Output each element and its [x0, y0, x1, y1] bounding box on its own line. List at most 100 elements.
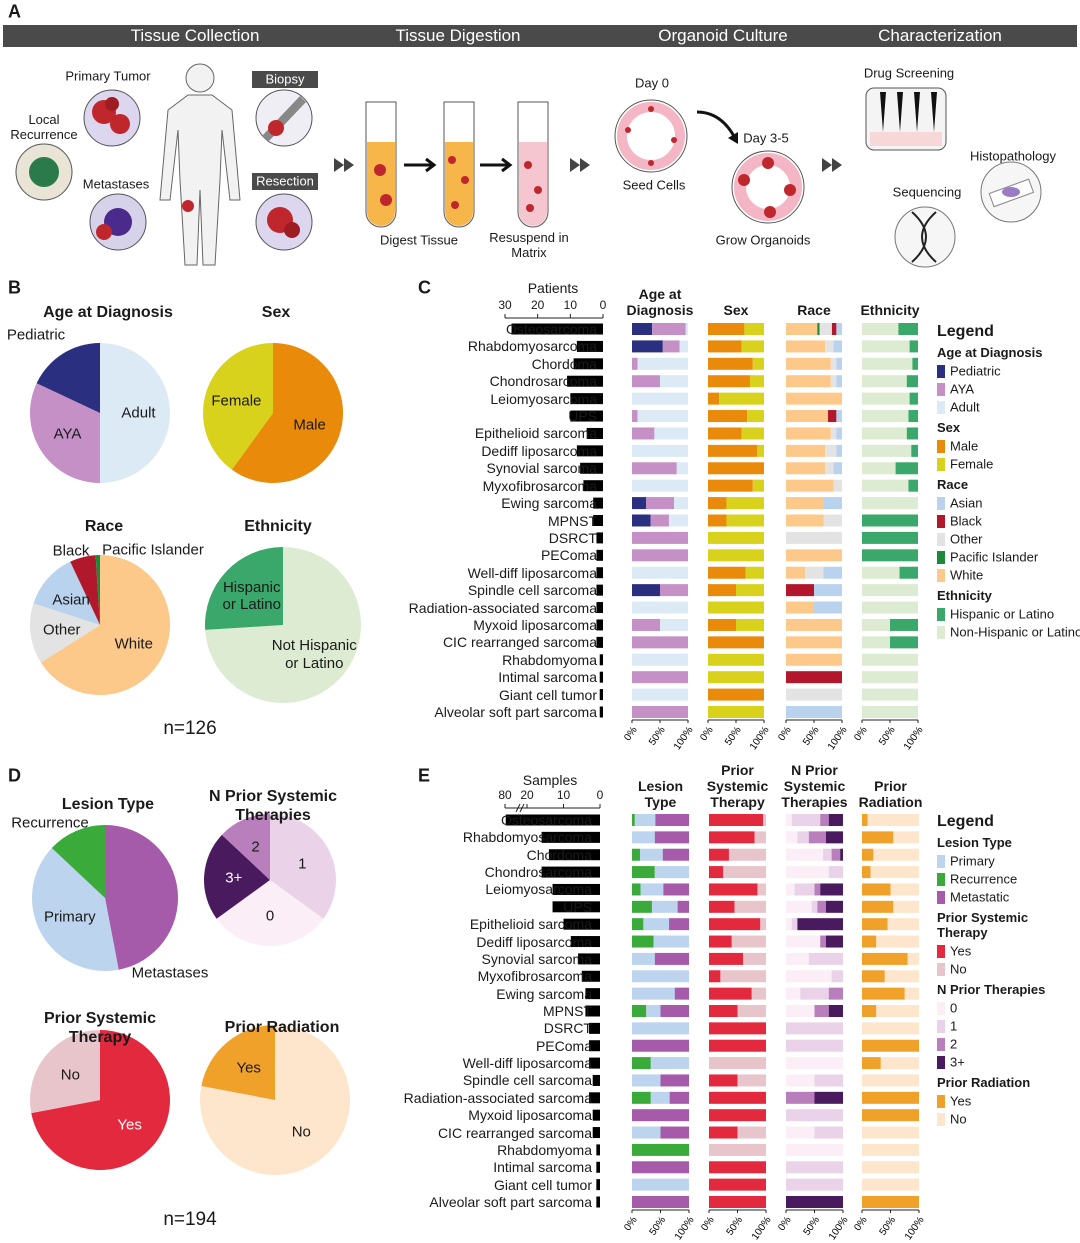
stack-segment	[808, 831, 826, 844]
stack-segment	[786, 410, 828, 423]
stack-segment	[830, 427, 837, 440]
stack-segment	[632, 814, 635, 826]
stack-segment	[862, 392, 910, 405]
stack-segment	[663, 883, 689, 896]
pie-slice	[32, 848, 119, 971]
stack-segment	[637, 410, 688, 423]
stack-segment	[679, 340, 688, 353]
slice-label: White	[114, 634, 153, 652]
row-label: Osteosarcoma	[505, 320, 597, 337]
stack-segment	[823, 514, 842, 527]
legend-swatch	[937, 383, 945, 396]
legend-swatch	[937, 1038, 945, 1051]
stack-segment	[797, 831, 809, 844]
stack-segment	[836, 427, 842, 440]
stack-segment	[728, 848, 766, 861]
legend-group-title: Age at Diagnosis	[937, 345, 1043, 360]
stack-segment	[862, 1196, 919, 1208]
stack-segment	[632, 1039, 689, 1052]
stack-segment	[862, 566, 900, 579]
pct-tick-label: 100%	[827, 1215, 851, 1242]
stack-segment	[632, 1143, 689, 1156]
count-bar	[596, 549, 603, 561]
legend-label: Primary	[950, 853, 995, 869]
stack-segment	[632, 549, 688, 562]
stack-segment	[709, 935, 732, 948]
count-bar	[580, 462, 603, 474]
stack-segment	[650, 1091, 670, 1104]
stack-segment	[887, 918, 919, 931]
slice-label: Female	[211, 392, 262, 410]
legend-label: Metastatic	[950, 889, 1010, 905]
stack-segment	[651, 900, 678, 913]
row-label: MPNST	[548, 512, 597, 529]
stack-segment	[862, 1143, 919, 1156]
pct-tick-label: 50%	[802, 1215, 823, 1238]
workflow-label: Sequencing	[892, 184, 962, 200]
legend-group-title: Race	[937, 477, 969, 492]
pie-slice	[201, 1025, 275, 1100]
stack-segment	[708, 444, 758, 457]
pie-slice	[216, 880, 324, 947]
slice-label: AYA	[53, 425, 82, 442]
row-label: Chordoma	[531, 355, 597, 372]
stack-segment	[763, 814, 766, 826]
stack-segment	[786, 1109, 843, 1122]
count-bar	[541, 866, 600, 878]
legend-label: Recurrence	[950, 871, 1018, 887]
characterization-illustrations	[865, 87, 1042, 268]
stack-segment	[708, 323, 745, 335]
stack-segment	[811, 900, 818, 913]
stack-segment	[814, 1091, 843, 1104]
stack-segment	[632, 688, 688, 701]
pct-tick-label: 50%	[725, 1215, 746, 1238]
stack-segment	[912, 357, 918, 370]
stack-segment	[736, 618, 764, 631]
stack-segment	[708, 549, 764, 562]
stage-title: Organoid Culture	[658, 26, 788, 46]
stack-segment	[654, 427, 688, 440]
stack-segment	[632, 618, 660, 631]
count-bar	[596, 602, 603, 614]
row-label: CIC rearranged sarcoma	[437, 1124, 592, 1141]
stack-segment	[760, 918, 766, 931]
stack-segment	[632, 866, 655, 879]
pct-tick-label: 0%	[852, 725, 869, 743]
legend-label: Other	[950, 531, 983, 547]
stack-segment	[709, 1057, 766, 1070]
pie-slice	[202, 343, 273, 470]
row-label: Rhabdomyoma	[502, 651, 597, 668]
pct-tick-label: 100%	[672, 725, 696, 752]
x-tick-label: 0	[599, 298, 607, 313]
stack-segment	[786, 618, 842, 631]
row-label: Chordoma	[526, 846, 592, 863]
stack-segment	[786, 1143, 843, 1156]
stack-segment	[650, 1057, 689, 1070]
pct-tick-label: 0%	[622, 725, 639, 743]
count-bar	[586, 427, 603, 439]
stack-segment	[708, 653, 764, 666]
slice-label: No	[60, 1066, 80, 1084]
count-bar	[592, 1074, 600, 1086]
stack-segment	[720, 970, 766, 983]
stack-segment	[805, 566, 824, 579]
stack-segment	[862, 1005, 877, 1017]
row-label: UPS	[568, 407, 597, 424]
stack-segment	[786, 427, 831, 440]
stack-segment	[741, 427, 764, 440]
stack-segment	[668, 514, 688, 527]
slice-label: Not Hispanic or Latino	[271, 637, 357, 672]
stack-segment	[731, 935, 766, 948]
stack-segment	[862, 866, 871, 879]
stack-segment	[820, 935, 826, 948]
stack-segment	[786, 392, 842, 405]
pie-slice	[70, 555, 100, 625]
stack-segment	[794, 883, 815, 896]
count-bar	[576, 445, 603, 457]
row-label: Alveolar soft part sarcoma	[429, 1193, 592, 1210]
stack-segment	[646, 497, 674, 510]
legend-swatch	[937, 945, 945, 958]
stack-segment	[862, 814, 868, 826]
